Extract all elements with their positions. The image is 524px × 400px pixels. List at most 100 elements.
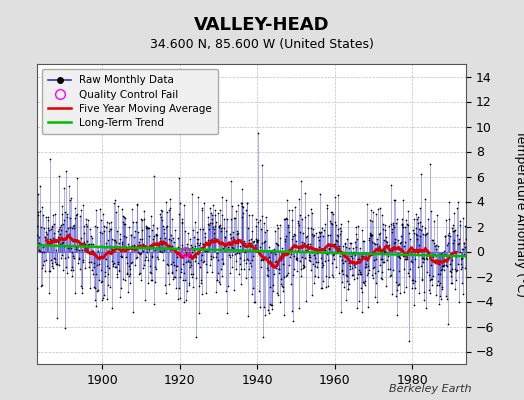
Point: [103, 296, 111, 302]
Point: [296, 229, 304, 236]
Point: [371, 241, 379, 248]
Point: [437, 296, 445, 302]
Point: [301, 190, 310, 196]
Point: [181, 246, 190, 253]
Point: [66, 215, 74, 221]
Point: [263, 227, 271, 234]
Point: [280, 274, 288, 280]
Point: [183, 288, 191, 294]
Point: [161, 199, 170, 206]
Point: [457, 266, 465, 272]
Point: [205, 205, 214, 211]
Point: [50, 256, 59, 262]
Point: [459, 245, 467, 252]
Point: [114, 261, 123, 267]
Point: [299, 265, 307, 271]
Point: [163, 270, 172, 276]
Point: [112, 239, 120, 245]
Point: [385, 242, 393, 248]
Point: [124, 289, 132, 295]
Point: [316, 285, 325, 291]
Point: [284, 222, 292, 228]
Point: [42, 229, 50, 236]
Point: [100, 223, 108, 229]
Point: [330, 240, 339, 247]
Point: [105, 228, 114, 235]
Point: [460, 240, 468, 246]
Point: [122, 243, 130, 250]
Point: [213, 209, 222, 216]
Point: [94, 248, 102, 254]
Point: [147, 213, 156, 219]
Point: [396, 239, 405, 245]
Point: [50, 255, 58, 262]
Point: [264, 273, 272, 279]
Point: [321, 220, 329, 227]
Point: [184, 258, 192, 264]
Point: [257, 264, 265, 270]
Point: [414, 220, 422, 226]
Point: [154, 242, 162, 248]
Point: [250, 298, 259, 305]
Point: [282, 272, 291, 278]
Point: [168, 270, 176, 276]
Point: [423, 230, 432, 236]
Point: [230, 215, 238, 221]
Point: [305, 256, 313, 263]
Point: [94, 244, 103, 250]
Point: [189, 284, 197, 290]
Point: [460, 250, 468, 257]
Point: [182, 258, 191, 265]
Point: [86, 258, 95, 265]
Point: [311, 262, 319, 269]
Point: [101, 269, 110, 276]
Point: [308, 292, 316, 299]
Point: [406, 251, 414, 258]
Point: [148, 277, 156, 284]
Point: [249, 252, 258, 259]
Point: [390, 197, 399, 203]
Point: [119, 218, 127, 225]
Point: [434, 261, 443, 268]
Point: [286, 244, 294, 250]
Point: [431, 252, 440, 258]
Point: [150, 233, 159, 240]
Point: [198, 252, 206, 258]
Point: [401, 223, 409, 230]
Point: [63, 211, 71, 217]
Point: [60, 185, 69, 191]
Point: [443, 320, 452, 327]
Point: [124, 246, 133, 252]
Point: [340, 284, 348, 290]
Point: [259, 334, 267, 340]
Point: [88, 235, 96, 241]
Point: [213, 249, 221, 256]
Point: [139, 264, 148, 271]
Point: [372, 280, 380, 286]
Point: [269, 288, 277, 294]
Point: [118, 253, 127, 260]
Point: [72, 211, 81, 218]
Point: [386, 273, 394, 279]
Point: [126, 232, 135, 239]
Point: [263, 264, 271, 271]
Point: [436, 271, 444, 278]
Point: [255, 244, 264, 250]
Point: [170, 239, 179, 246]
Point: [393, 312, 401, 318]
Point: [235, 247, 243, 253]
Point: [229, 234, 237, 240]
Point: [461, 223, 470, 229]
Point: [278, 244, 286, 251]
Point: [411, 210, 420, 217]
Point: [153, 225, 161, 231]
Point: [280, 216, 289, 222]
Point: [402, 217, 410, 223]
Point: [304, 252, 313, 258]
Point: [253, 237, 261, 243]
Point: [357, 227, 366, 233]
Point: [430, 250, 438, 257]
Point: [180, 202, 188, 209]
Point: [422, 304, 430, 311]
Point: [35, 240, 43, 247]
